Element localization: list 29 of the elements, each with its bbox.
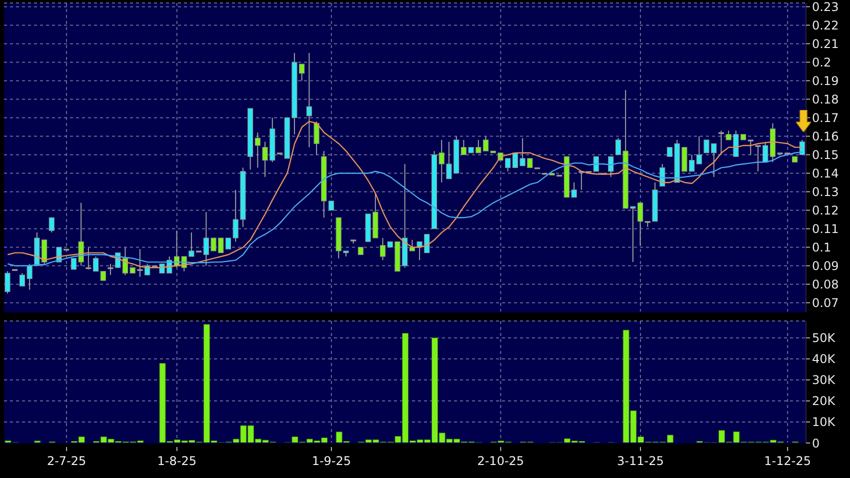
y-tick-label: 30K <box>812 373 836 388</box>
x-tick-label: 1-12-25 <box>764 454 812 468</box>
x-tick-label: 2-7-25 <box>46 454 86 468</box>
y-tick-label: 0.13 <box>812 184 839 199</box>
y-tick-label: 0.11 <box>812 222 839 236</box>
y-tick-label: 0.1 <box>812 240 832 254</box>
y-tick-label: 0.09 <box>812 259 839 274</box>
y-tick-label: 0.16 <box>812 129 839 144</box>
x-tick-label: 2-10-25 <box>477 454 524 468</box>
y-tick-label: 0 <box>812 436 820 450</box>
y-tick-label: 0.18 <box>812 92 839 106</box>
y-tick-label: 20K <box>812 394 836 408</box>
x-tick-label: 1-8-25 <box>157 454 197 468</box>
y-tick-label: 0.23 <box>812 0 839 14</box>
y-tick-label: 0.12 <box>812 203 839 218</box>
y-tick-label: 0.07 <box>812 296 839 310</box>
y-tick-label: 50K <box>812 331 836 346</box>
x-tick-label: 1-9-25 <box>312 454 352 468</box>
y-tick-label: 0.15 <box>812 148 839 162</box>
x-tick-label: 3-11-25 <box>617 454 664 468</box>
y-tick-label: 0.14 <box>812 166 839 180</box>
y-tick-label: 0.08 <box>812 278 839 292</box>
y-tick-label: 0.22 <box>812 18 839 32</box>
y-tick-label: 0.21 <box>812 36 839 51</box>
y-tick-label: 10K <box>812 415 836 430</box>
y-tick-label: 0.19 <box>812 74 839 88</box>
y-tick-label: 0.17 <box>812 110 839 125</box>
y-tick-label: 0.2 <box>812 55 832 70</box>
y-tick-label: 40K <box>812 352 836 366</box>
